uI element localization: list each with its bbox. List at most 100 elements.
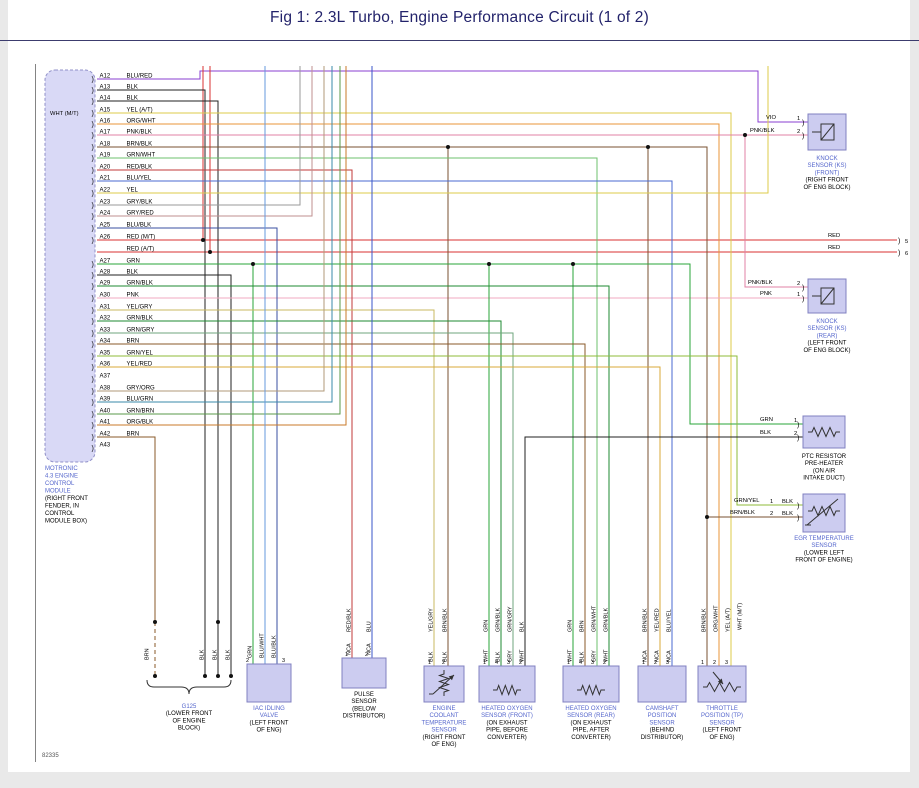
wire-color-label: BRN — [127, 432, 140, 438]
junction-dot — [216, 620, 220, 624]
pin-label: A16 — [100, 119, 111, 125]
junction-dot — [153, 620, 157, 624]
diagram-label: GRN/YEL — [734, 498, 760, 504]
engine-coolant-temperature-sensor-location: OF ENG) — [432, 742, 457, 748]
knock-sensor-rear-name: (REAR) — [817, 333, 838, 339]
pin-label: A25 — [100, 223, 111, 229]
diagram-label: PNK — [760, 291, 772, 297]
pin-bracket: ) — [92, 412, 94, 419]
knock-sensor-front-name: SENSOR (KS) — [807, 163, 846, 169]
pin-bracket: ) — [92, 133, 94, 140]
wire-color-label-vertical: BRN/BLK — [702, 608, 708, 632]
wire-color-label-vertical: GRN — [484, 620, 490, 632]
wire-a34-brn — [97, 343, 586, 666]
wire-color-label-vertical: GRN — [568, 620, 574, 632]
diagram-label: 2 — [797, 281, 800, 287]
diagram-label: 1 — [797, 292, 800, 298]
diagram-label: ) — [802, 120, 804, 127]
diagram-background — [8, 0, 910, 772]
diagram-label: 4 — [579, 660, 582, 666]
diagram-label: 3 — [282, 658, 285, 664]
knock-symbol-icon — [820, 287, 835, 305]
pin-label: A42 — [100, 432, 111, 438]
pin-bracket: ) — [92, 284, 94, 291]
pin-bracket: ) — [92, 226, 94, 233]
pin-label: A20 — [100, 165, 111, 171]
pin-label: A43 — [100, 443, 111, 449]
pin-bracket: ) — [92, 122, 94, 129]
junction-dot — [208, 250, 212, 254]
diagram-label: 1 — [428, 660, 431, 666]
camshaft-position-sensor-name: POSITION — [648, 713, 677, 719]
pin-bracket: ) — [92, 377, 94, 384]
camshaft-position-sensor-box — [637, 665, 687, 703]
diagram-label: 6 — [905, 251, 908, 257]
knock-sensor-rear-name: KNOCK — [816, 319, 837, 325]
pin-bracket: ) — [92, 203, 94, 210]
wire-a35-grn-yel — [97, 355, 803, 506]
ecm-location-line: MODULE BOX) — [45, 519, 87, 525]
pulse-sensor-location: (BELOW — [352, 706, 376, 712]
diagram-label: GRN — [760, 417, 773, 423]
diagram-label: 4 — [495, 660, 498, 666]
wire-a14-blk — [97, 100, 219, 676]
pin-label: A12 — [100, 74, 111, 80]
pin-bracket: ) — [92, 308, 94, 315]
wire-a28-blk — [97, 274, 232, 676]
pin-label: A40 — [100, 409, 111, 415]
diagram-label: ) — [797, 515, 799, 522]
wire-a38-gry-org — [97, 66, 325, 392]
wire-color-label-vertical: BRN — [580, 620, 586, 632]
egr-temperature-sensor-name: EGR TEMPERATURE — [794, 536, 853, 542]
resistor-symbol-icon — [808, 426, 840, 438]
diagram-label: WHT (M/T) — [50, 111, 79, 117]
pin-label: A32 — [100, 316, 111, 322]
junction-dot — [251, 262, 255, 266]
camshaft-position-sensor-location: DISTRIBUTOR) — [641, 735, 684, 741]
thermistor-symbol-icon — [806, 498, 839, 526]
wire-a21-blu-yel — [97, 180, 673, 666]
knock-sensor-front-location: (RIGHT FRONT — [806, 178, 849, 184]
junction-dot — [216, 674, 220, 678]
pin-label: A22 — [100, 188, 111, 194]
junction-dot — [646, 145, 650, 149]
iac-idling-valve-location: OF ENG) — [257, 728, 282, 734]
diagram-label: RED — [828, 245, 840, 251]
camshaft-position-sensor-name: CAMSHAFT — [646, 706, 679, 712]
junction-dot — [201, 238, 205, 242]
wire-color-label: BLU/BLK — [127, 223, 152, 229]
diagram-label: 3 — [591, 660, 594, 666]
diagram-label: 1 — [701, 660, 704, 666]
heated-oxygen-sensor-rear-name: SENSOR (REAR) — [567, 713, 615, 719]
resistor-symbol-icon — [703, 681, 741, 693]
engine-coolant-temperature-sensor-name: TEMPERATURE — [422, 720, 467, 726]
pin-bracket: ) — [92, 319, 94, 326]
wire-color-label: GRN/BLK — [127, 316, 153, 322]
egr-temperature-sensor-location: (LOWER LEFT — [804, 550, 845, 556]
wire-color-label: GRN/YEL — [127, 351, 154, 357]
heated-oxygen-sensor-front-location: CONVERTER) — [487, 735, 527, 741]
pin-label: A33 — [100, 328, 111, 334]
wire-a36-yel-red — [97, 366, 661, 666]
wire-color-label: PNK/BLK — [127, 130, 152, 136]
g125-ground-location: OF ENGINE — [172, 718, 205, 724]
ptc-resistor-pre-heater-location: PRE-HEATER — [805, 461, 844, 467]
iac-idling-valve-name: IAC IDLING — [253, 706, 285, 712]
wire-color-label-vertical: NCA — [347, 643, 353, 655]
g125-ground-location: (LOWER FRONT — [166, 711, 213, 717]
wire-color-label: RED/BLK — [127, 165, 153, 171]
wire-a19-grn-wht — [97, 157, 598, 666]
diagram-label: BLK — [760, 430, 771, 436]
throttle-position-sensor-name: THROTTLE — [706, 706, 738, 712]
wire-a31-yel-gry — [97, 309, 435, 666]
pin-bracket: ) — [92, 435, 94, 442]
diagram-label: ) — [802, 285, 804, 292]
wire-color-label-vertical: BLK — [580, 651, 586, 662]
heated-oxygen-sensor-rear-name: HEATED OXYGEN — [565, 706, 616, 712]
throttle-position-sensor-name: SENSOR — [709, 720, 735, 726]
title-separator — [0, 40, 919, 41]
wire-a41-org-blk — [97, 66, 347, 426]
diagram-label: PNK/BLK — [748, 280, 773, 286]
diagram-label: BLK — [782, 511, 793, 517]
wire-color-label-vertical: NCA — [667, 650, 673, 662]
